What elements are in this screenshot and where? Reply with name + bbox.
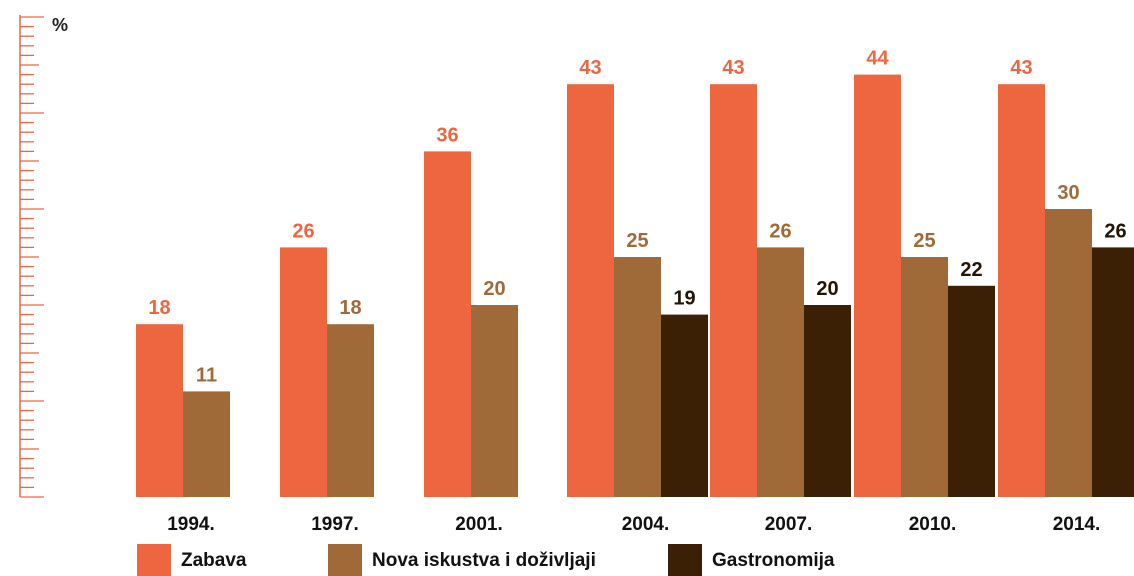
bar-value-label: 43 <box>722 57 744 79</box>
y-axis: % <box>19 15 68 498</box>
category-labels-group: 1994. 1997. 2001. 2004. 2007. 2010. 2014. <box>167 514 1100 535</box>
x-tick-label: 2014. <box>1053 514 1101 535</box>
bar-2001-series-0 <box>424 151 471 497</box>
legend: Zabava Nova iskustva i doživljaji Gastrono… <box>137 544 835 576</box>
bar-value-label: 25 <box>626 230 648 252</box>
bar-value-label: 43 <box>579 57 601 79</box>
bar-1997-series-1 <box>327 324 374 497</box>
value-labels-group: 18 11 26 18 36 20 43 25 19 43 26 20 44 25 22 43 30 26 <box>148 48 1126 387</box>
legend-swatch <box>668 544 702 576</box>
legend-label: Nova iskustva i doživljaji <box>372 550 596 571</box>
x-tick-label: 2001. <box>455 514 503 535</box>
y-axis-ticks <box>20 16 44 498</box>
x-tick-label: 2010. <box>909 514 957 535</box>
bar-value-label: 22 <box>960 259 982 281</box>
bar-value-label: 26 <box>292 220 314 242</box>
y-axis-unit-label: % <box>52 15 68 35</box>
bar-value-label: 20 <box>816 278 838 300</box>
bar-value-label: 20 <box>483 278 505 300</box>
legend-label: Gastronomija <box>712 550 835 571</box>
bar-value-label: 26 <box>769 220 791 242</box>
bar-2001-series-1 <box>471 305 518 497</box>
bar-value-label: 25 <box>913 230 935 252</box>
legend-label: Zabava <box>181 550 247 571</box>
bar-2007-series-2 <box>804 305 851 497</box>
bar-2004-series-2 <box>661 314 708 497</box>
bar-value-label: 36 <box>436 124 458 146</box>
bar-value-label: 19 <box>673 288 695 310</box>
bar-2007-series-0 <box>710 84 757 497</box>
bar-1994-series-1 <box>183 391 230 497</box>
bar-2014-series-1 <box>1045 209 1092 497</box>
bar-2004-series-0 <box>567 84 614 497</box>
bar-value-label: 18 <box>339 297 361 319</box>
x-tick-label: 1997. <box>311 514 359 535</box>
bar-1997-series-0 <box>280 247 327 497</box>
bar-value-label: 43 <box>1010 57 1032 79</box>
x-tick-label: 2004. <box>622 514 670 535</box>
bar-2014-series-0 <box>998 84 1045 497</box>
bars-group <box>136 74 1134 497</box>
legend-swatch <box>137 544 171 576</box>
x-tick-label: 2007. <box>765 514 813 535</box>
bar-2014-series-2 <box>1092 247 1134 497</box>
bar-value-label: 18 <box>148 297 170 319</box>
bar-value-label: 26 <box>1104 220 1126 242</box>
bar-2007-series-1 <box>757 247 804 497</box>
bar-1994-series-0 <box>136 324 183 497</box>
bar-2004-series-1 <box>614 257 661 497</box>
bar-2010-series-0 <box>854 74 901 497</box>
bar-value-label: 11 <box>196 364 217 386</box>
legend-swatch <box>328 544 362 576</box>
bar-value-label: 30 <box>1057 182 1079 204</box>
x-tick-label: 1994. <box>167 514 215 535</box>
bar-value-label: 44 <box>866 48 889 70</box>
bar-2010-series-1 <box>901 257 948 497</box>
bar-2010-series-2 <box>948 285 995 497</box>
